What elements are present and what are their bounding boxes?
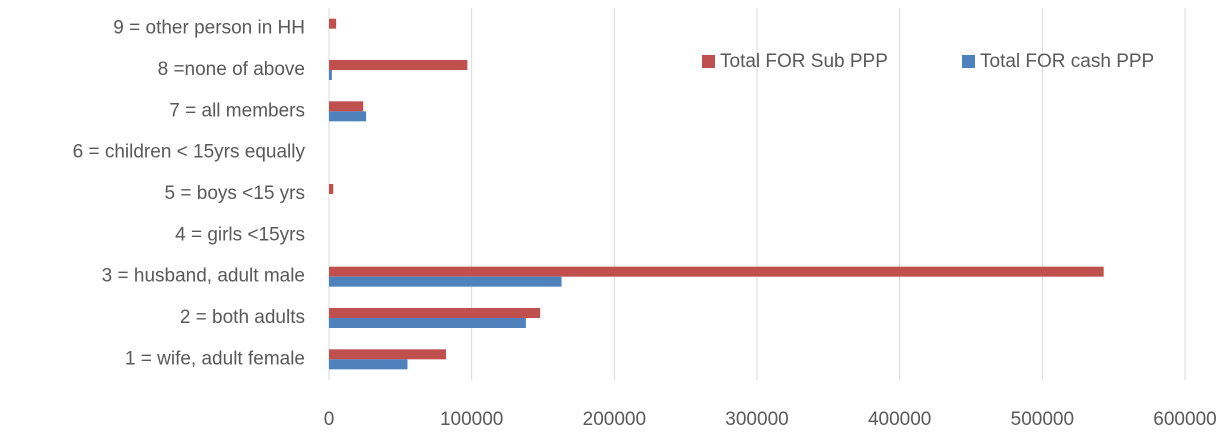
bar [329, 70, 332, 80]
x-tick-label: 400000 [868, 409, 931, 430]
x-tick-label: 0 [324, 409, 335, 430]
y-tick-label: 2 = both adults [180, 307, 305, 328]
legend-label: Total FOR Sub PPP [720, 51, 888, 72]
bar [329, 308, 541, 318]
bar [329, 276, 562, 287]
x-tick-label: 100000 [440, 409, 503, 430]
x-tick-label: 500000 [1011, 409, 1074, 430]
legend-swatch [702, 55, 715, 68]
bar [329, 60, 468, 70]
bar [329, 359, 408, 370]
y-tick-label: 4 = girls <15yrs [175, 224, 305, 245]
bar [329, 184, 334, 194]
y-tick-label: 3 = husband, adult male [102, 266, 305, 287]
x-tick-label: 200000 [583, 409, 646, 430]
bar [329, 111, 367, 122]
x-tick-label: 300000 [725, 409, 788, 430]
bar [329, 18, 337, 29]
y-tick-label: 5 = boys <15 yrs [165, 183, 305, 204]
y-tick-label: 8 =none of above [158, 59, 305, 80]
bar [329, 349, 446, 360]
y-tick-label: 1 = wife, adult female [125, 348, 305, 369]
y-tick-label: 9 = other person in HH [113, 18, 305, 39]
y-tick-label: 6 = children < 15yrs equally [73, 142, 306, 163]
bar [329, 318, 526, 328]
bar [329, 266, 1104, 277]
bar [329, 101, 364, 112]
x-tick-label: 600000 [1153, 409, 1216, 430]
legend-label: Total FOR cash PPP [980, 51, 1154, 72]
y-tick-label: 7 = all members [169, 100, 305, 121]
legend-swatch [962, 55, 975, 68]
